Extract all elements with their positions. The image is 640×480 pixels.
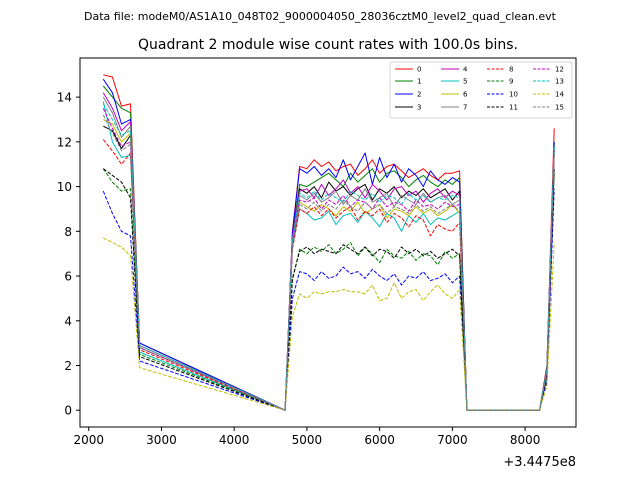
y-tick-label: 6 bbox=[64, 270, 72, 284]
legend-label-5: 5 bbox=[463, 78, 467, 86]
chart-title: Quadrant 2 module wise count rates with … bbox=[138, 37, 518, 53]
x-tick-label: 2000 bbox=[73, 433, 104, 447]
series-line-8 bbox=[102, 139, 555, 411]
x-tick-label: 5000 bbox=[292, 433, 323, 447]
y-tick-label: 14 bbox=[57, 91, 72, 105]
y-axis: 0 2 4 6 8 10 12 14 bbox=[57, 91, 80, 418]
series-line-11 bbox=[103, 168, 555, 411]
x-tick-label: 7000 bbox=[437, 433, 468, 447]
y-tick-label: 10 bbox=[57, 180, 72, 194]
plot-lines bbox=[102, 74, 555, 411]
series-line-14 bbox=[103, 237, 555, 411]
y-tick-label: 0 bbox=[64, 404, 72, 418]
x-tick-label: 8000 bbox=[510, 433, 541, 447]
series-line-6 bbox=[103, 119, 555, 411]
legend-label-14: 14 bbox=[555, 91, 564, 99]
figure-suptitle: Data file: modeM0/AS1A10_048T02_90000040… bbox=[84, 10, 557, 23]
x-offset-label: +3.4475e8 bbox=[503, 455, 576, 470]
x-axis: 2000 3000 4000 5000 6000 7000 8000 bbox=[73, 427, 540, 447]
series-line-5 bbox=[102, 101, 555, 411]
legend-label-3: 3 bbox=[417, 104, 421, 112]
legend-label-4: 4 bbox=[463, 66, 468, 74]
legend-label-13: 13 bbox=[555, 78, 564, 86]
x-tick-label: 3000 bbox=[146, 433, 177, 447]
x-tick-label: 4000 bbox=[219, 433, 250, 447]
legend-label-1: 1 bbox=[417, 78, 421, 86]
legend-label-0: 0 bbox=[417, 66, 421, 74]
legend-label-15: 15 bbox=[555, 104, 564, 112]
legend-label-12: 12 bbox=[555, 66, 564, 74]
x-tick-label: 6000 bbox=[364, 433, 395, 447]
legend-label-10: 10 bbox=[509, 91, 518, 99]
axes-frame bbox=[79, 57, 577, 428]
series-line-10 bbox=[102, 188, 555, 411]
legend-label-8: 8 bbox=[509, 66, 513, 74]
y-tick-label: 2 bbox=[64, 359, 72, 373]
y-tick-label: 8 bbox=[64, 225, 72, 239]
legend-label-9: 9 bbox=[509, 78, 513, 86]
legend-label-11: 11 bbox=[509, 104, 518, 112]
legend-label-6: 6 bbox=[463, 91, 468, 99]
legend-label-7: 7 bbox=[463, 104, 467, 112]
y-tick-label: 4 bbox=[64, 314, 72, 328]
legend-label-2: 2 bbox=[417, 91, 421, 99]
legend-box bbox=[389, 61, 573, 119]
y-tick-label: 12 bbox=[57, 135, 72, 149]
series-line-15 bbox=[102, 114, 555, 411]
